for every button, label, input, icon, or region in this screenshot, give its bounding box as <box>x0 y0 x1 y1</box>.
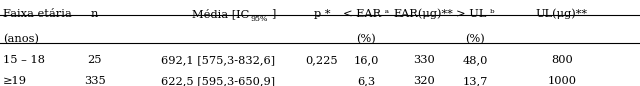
Text: 320: 320 <box>413 76 435 86</box>
Text: 95%: 95% <box>251 15 268 23</box>
Text: 622,5 [595,3-650,9]: 622,5 [595,3-650,9] <box>161 76 275 86</box>
Text: (%): (%) <box>465 34 484 45</box>
Text: (%): (%) <box>356 34 376 45</box>
Text: EAR(μg)**: EAR(μg)** <box>394 9 454 19</box>
Text: 335: 335 <box>84 76 106 86</box>
Text: 330: 330 <box>413 55 435 65</box>
Text: 15 – 18: 15 – 18 <box>3 55 45 65</box>
Text: 25: 25 <box>88 55 102 65</box>
Text: 692,1 [575,3-832,6]: 692,1 [575,3-832,6] <box>161 55 275 65</box>
Text: p *: p * <box>314 9 330 19</box>
Text: ]: ] <box>271 9 275 19</box>
Text: 0,225: 0,225 <box>306 55 338 65</box>
Text: ≥19: ≥19 <box>3 76 27 86</box>
Text: 1000: 1000 <box>547 76 577 86</box>
Text: 6,3: 6,3 <box>357 76 375 86</box>
Text: UL(μg)**: UL(μg)** <box>536 9 588 19</box>
Text: Média [IC: Média [IC <box>192 9 249 19</box>
Text: 800: 800 <box>551 55 573 65</box>
Text: > UL ᵇ: > UL ᵇ <box>456 9 494 19</box>
Text: n: n <box>91 9 99 19</box>
Text: 13,7: 13,7 <box>462 76 488 86</box>
Text: (anos): (anos) <box>3 34 39 45</box>
Text: 48,0: 48,0 <box>462 55 488 65</box>
Text: 16,0: 16,0 <box>353 55 379 65</box>
Text: Faixa etária: Faixa etária <box>3 9 72 19</box>
Text: < EAR ᵃ: < EAR ᵃ <box>343 9 389 19</box>
